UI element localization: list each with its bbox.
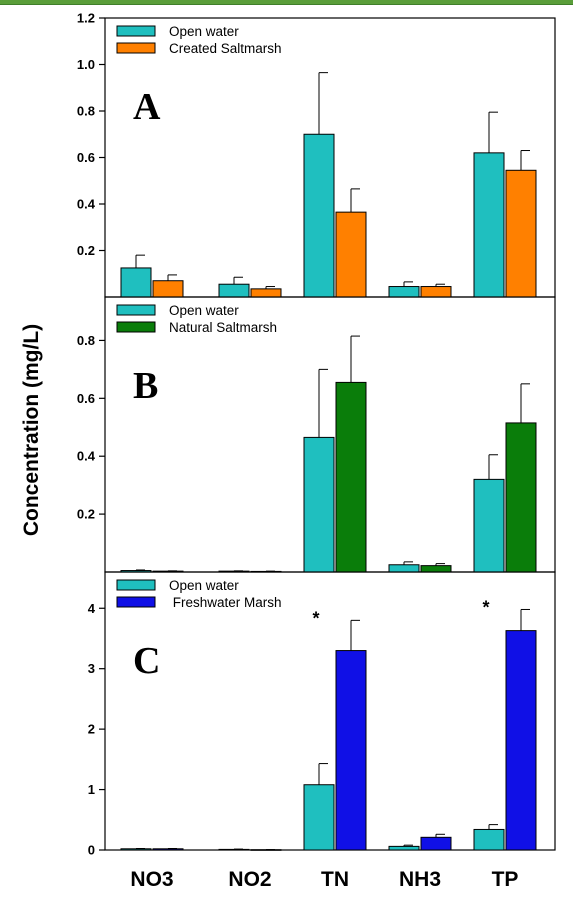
bar	[335, 381, 367, 573]
panel-b: 0.2 0.4 0.6 0.8 Open water Natural Saltmarsh B	[77, 296, 556, 573]
legend-label: Open water	[169, 24, 239, 39]
x-category-label: TP	[492, 868, 519, 891]
legend: Open water Freshwater Marsh	[116, 578, 282, 610]
legend-swatch	[116, 596, 156, 608]
series-open-water	[120, 763, 505, 851]
y-tick-label: 1	[88, 782, 95, 797]
bar	[388, 564, 420, 573]
panel-label: A	[133, 86, 161, 128]
legend-swatch	[116, 42, 156, 54]
y-tick-label: 1.0	[77, 57, 95, 72]
legend-swatch	[116, 304, 156, 316]
legend: Open water Natural Saltmarsh	[116, 303, 277, 335]
y-tick-label: 0.8	[77, 104, 95, 119]
bar	[120, 267, 152, 298]
bar	[250, 288, 282, 298]
series-marsh	[152, 150, 537, 298]
x-axis-category-labels: NO3 NO2 TN NH3 TP	[130, 868, 518, 891]
bar	[473, 828, 505, 851]
series-marsh	[152, 608, 537, 851]
bar	[218, 283, 250, 298]
legend-label: Open water	[169, 303, 239, 318]
legend-swatch	[116, 25, 156, 37]
x-category-label: NO2	[228, 868, 271, 891]
significance-star: *	[482, 597, 489, 617]
panel-label: C	[133, 640, 160, 682]
y-tick-label: 4	[88, 601, 96, 616]
chart-panels: 0.2 0.4 0.6 0.8 1.0 1.2 Open water Created Salt…	[77, 11, 556, 858]
x-category-label: NH3	[399, 868, 441, 891]
x-category-label: NO3	[130, 868, 173, 891]
bar	[335, 211, 367, 298]
bar	[505, 169, 537, 298]
panel-c: 0 1 2 3 4 * * Open water Freshwater Marsh C	[88, 571, 556, 858]
y-tick-label: 3	[88, 661, 95, 676]
y-tick-label: 0.8	[77, 333, 95, 348]
panel-label: B	[133, 365, 158, 407]
series-open-water	[120, 368, 505, 573]
bar	[335, 650, 367, 851]
bar	[303, 436, 335, 573]
series-open-water	[120, 72, 505, 298]
bar	[152, 280, 184, 298]
bar	[473, 478, 505, 573]
bar	[473, 152, 505, 298]
bar	[388, 286, 420, 298]
bar	[388, 845, 420, 851]
y-tick-label: 0.4	[77, 197, 96, 212]
bar	[303, 784, 335, 851]
x-category-label: TN	[321, 868, 349, 891]
y-tick-label: 0.2	[77, 243, 95, 258]
y-tick-label: 0.2	[77, 507, 95, 522]
bar	[420, 286, 452, 298]
legend-label: Created Saltmarsh	[169, 41, 282, 56]
series-marsh	[152, 335, 537, 573]
top-strip	[0, 0, 573, 5]
y-tick-label: 0.4	[77, 449, 96, 464]
y-tick-label: 0.6	[77, 391, 95, 406]
legend-label: Natural Saltmarsh	[169, 320, 277, 335]
legend-label: Open water	[169, 578, 239, 593]
legend: Open water Created Saltmarsh	[116, 24, 282, 56]
significance-star: *	[312, 608, 319, 628]
y-tick-label: 0.6	[77, 150, 95, 165]
bar	[505, 422, 537, 573]
y-tick-label: 2	[88, 722, 95, 737]
bar	[505, 630, 537, 851]
legend-swatch	[116, 579, 156, 591]
y-tick-label: 1.2	[77, 11, 95, 26]
panel-a: 0.2 0.4 0.6 0.8 1.0 1.2 Open water Created Salt…	[77, 11, 556, 298]
legend-label: Freshwater Marsh	[169, 595, 282, 610]
y-tick-label: 0	[88, 843, 95, 858]
bar	[420, 565, 452, 573]
y-axis-label: Concentration (mg/L)	[20, 324, 43, 536]
legend-swatch	[116, 321, 156, 333]
bar	[420, 836, 452, 851]
bar	[303, 133, 335, 298]
